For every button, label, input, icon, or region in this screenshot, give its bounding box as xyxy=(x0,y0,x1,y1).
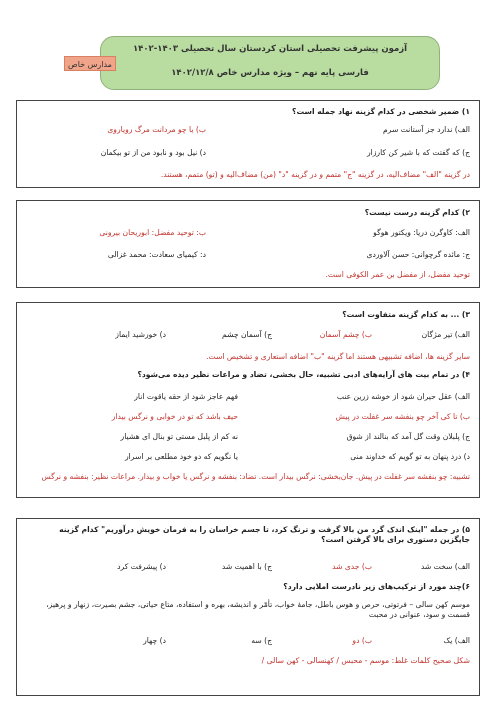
q4-option-d-line1: د) درد پنهان به تو گویم که خداوند منی xyxy=(350,452,470,461)
q2-option-b: ب: توحید مفضل: ابوریحان بیرونی xyxy=(99,228,206,237)
q1-option-c: ج) که گفتت که با شیر کن کارزار xyxy=(366,148,470,157)
q4-option-a-line1: الف) عقل حیران شود از خوشه زرین عنب xyxy=(336,392,470,401)
q6-option-a: الف) یک xyxy=(443,636,470,645)
q1-option-d: د) نیل بود و نابود من از تو بیکمان xyxy=(100,148,206,157)
question-3-4-box xyxy=(16,302,480,498)
q1-option-b: ب) یا چو مردانت مرگ رویاروی xyxy=(107,125,206,134)
q5-option-c: ج) با اهمیت شد xyxy=(221,562,272,571)
q1-answer: در گزینه "الف" مضاف‌الیه، در گزینه "ج" م… xyxy=(160,170,470,179)
q3-stem: ۳) ... به کدام گزینه متفاوت است؟ xyxy=(342,310,470,319)
q4-option-b-line2: حیف باشد که تو در خوابی و نرگس بیدار xyxy=(111,412,238,421)
q4-option-a-line2: فهم عاجز شود از حقه یاقوت انار xyxy=(134,392,238,401)
question-5-6-box xyxy=(16,518,480,696)
q4-option-c-line1: ج) پلبلان وقت گل آمد که بنالند از شوق xyxy=(346,432,470,441)
q3-answer: سایر گزینه ها، اضافه تشبیهی هستند اما گز… xyxy=(206,352,470,361)
question-2-box xyxy=(16,200,480,288)
q4-option-b-line1: ب) تا کی آخر چو بنفشه سر غفلت در پیش xyxy=(335,412,470,421)
question-1-box xyxy=(16,100,480,188)
q3-option-c: ج) آسمان چشم xyxy=(222,330,272,339)
q3-option-d: د) خورشید ایماز xyxy=(115,330,166,339)
q5-option-d: د) پیشرفت کرد xyxy=(117,562,166,571)
exam-subtitle: فارسی پایه نهم – ویژه مدارس خاص ۱۴۰۲/۱۲/… xyxy=(171,68,369,78)
q4-option-c-line2: نه کم از پلبل مستی تو بنال ای هشیار xyxy=(120,432,238,441)
q3-option-a: الف) تیر مژگان xyxy=(421,330,470,339)
q1-option-a: الف) ندارد جز آستانت سرم xyxy=(383,125,470,134)
q5-stem: ۵) در جمله "اینک اندک گرد من بالا گرفت و… xyxy=(59,525,470,544)
q6-option-b: ب) دو xyxy=(352,636,372,645)
q5-option-b: ب) جدی شد xyxy=(332,562,372,571)
q2-stem: ۲) کدام گزینه درست نیست؟ xyxy=(364,208,470,217)
q6-option-c: ج) سه xyxy=(251,636,272,645)
q6-option-d: د) چهار xyxy=(143,636,166,645)
q4-stem: ۴) در تمام بیت های آرایه‌های ادبی تشبیه،… xyxy=(137,370,470,379)
q2-option-a: الف: کاوگرن دریا: ویکتور هوگو xyxy=(373,228,470,237)
school-badge: مدارس خاص xyxy=(64,56,116,71)
q6-text: موسم کهن سالی – فرتوتی، حرص و هوس باطل، … xyxy=(46,600,470,619)
q4-answer: تشبیه: چو بنفشه سر غفلت در پیش. جان‌بخشی… xyxy=(41,472,470,481)
q6-stem: ۶)چند مورد از ترکیب‌های زیر نادرست املای… xyxy=(283,582,470,591)
q2-option-d: د: کیمیای سعادت: محمد غزالی xyxy=(107,250,206,259)
q4-option-d-line2: یا نگویم که دو خود مطلعی بر اسرار xyxy=(124,452,238,461)
q3-option-b: ب) چشم آسمان xyxy=(319,330,372,339)
q5-option-a: الف) سخت شد xyxy=(420,562,470,571)
exam-title: آزمون پیشرفت تحصیلی استان کردستان سال تح… xyxy=(132,44,408,54)
q2-answer: توحید مفضل، از مفضل بن عمر الکوفی است. xyxy=(325,270,470,279)
q2-option-c: ج: مائده گرچوانی: حسن آلاوردی xyxy=(366,250,470,259)
exam-header: آزمون پیشرفت تحصیلی استان کردستان سال تح… xyxy=(100,36,440,90)
q6-answer: شکل صحیح کلمات غلط: موسم - محبس / کهنسال… xyxy=(261,656,470,665)
q1-stem: ۱) ضمیر شخصی در کدام گزینه نهاد جمله است… xyxy=(292,107,470,116)
